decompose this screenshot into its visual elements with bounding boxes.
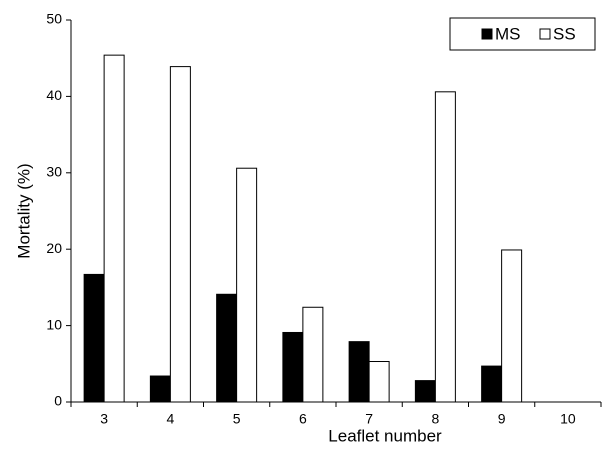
y-tick-label: 10	[46, 316, 62, 332]
x-tick-label: 3	[100, 411, 108, 427]
bar	[236, 167, 258, 403]
legend-label: SS	[553, 24, 576, 43]
bar	[501, 249, 523, 403]
x-tick-label: 6	[299, 411, 307, 427]
legend-swatch	[481, 28, 493, 40]
x-tick-label: 9	[498, 411, 506, 427]
bar	[149, 375, 171, 403]
legend-box	[449, 17, 596, 51]
bar	[414, 380, 436, 403]
y-tick-label: 30	[46, 164, 62, 180]
x-tick-label: 5	[233, 411, 241, 427]
bar	[481, 365, 503, 403]
x-tick-label: 8	[431, 411, 439, 427]
bar	[169, 66, 191, 403]
y-tick-label: 20	[46, 240, 62, 256]
legend-swatch	[539, 28, 551, 40]
bar	[282, 331, 304, 403]
y-tick-label: 40	[46, 87, 62, 103]
y-tick-label: 0	[54, 393, 62, 409]
bar	[302, 306, 324, 403]
y-tick-label: 50	[46, 11, 62, 27]
x-axis-title: Leaflet number	[328, 426, 442, 445]
x-tick-label: 10	[560, 411, 576, 427]
bar	[368, 361, 390, 403]
legend-label: MS	[495, 24, 521, 43]
bar	[83, 273, 105, 403]
bar	[348, 341, 370, 403]
bar	[103, 54, 125, 403]
bar	[434, 91, 456, 403]
y-axis-title: Mortality (%)	[14, 163, 33, 258]
x-tick-label: 7	[365, 411, 373, 427]
bar	[216, 293, 238, 403]
x-tick-label: 4	[166, 411, 174, 427]
